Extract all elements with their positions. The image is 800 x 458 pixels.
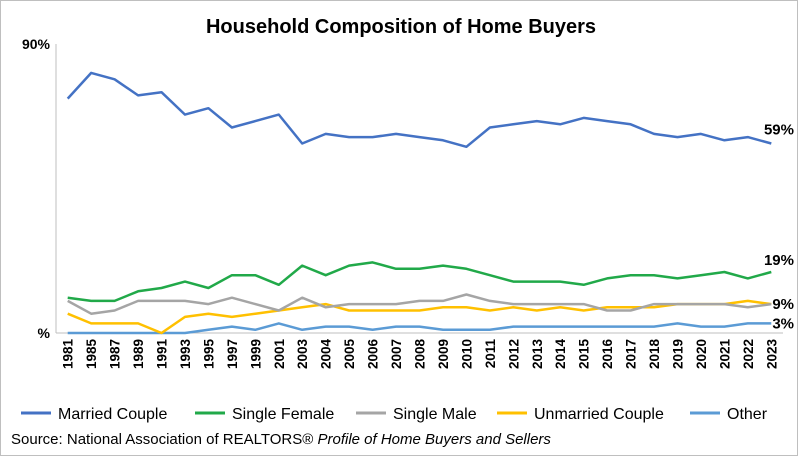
legend-label-married-couple: Married Couple <box>58 406 167 423</box>
data-label-single-female: 19% <box>764 252 794 269</box>
x-tick-label: 2008 <box>413 339 428 370</box>
y-tick-label-top: 90% <box>22 36 51 52</box>
x-tick-label: 2007 <box>389 339 404 369</box>
source-title: Profile of Home Buyers and Sellers <box>317 431 551 448</box>
x-tick-label: 1999 <box>248 339 263 369</box>
x-tick-label: 2010 <box>459 339 474 369</box>
x-tick-label: 1993 <box>178 339 193 370</box>
x-tick-label: 1991 <box>155 339 170 370</box>
x-tick-label: 1981 <box>61 339 76 370</box>
series-line-married-couple <box>66 71 772 149</box>
x-tick-label: 2018 <box>647 339 662 370</box>
x-tick-label: 2019 <box>671 339 686 369</box>
x-tick-label: 2009 <box>436 339 451 369</box>
x-tick-label: 2011 <box>483 339 498 369</box>
x-tick-label: 2015 <box>577 339 592 370</box>
x-tick-labels: 1981 1985 1987 1989 1991 1993 1995 1997 1999 2001… <box>61 339 780 370</box>
data-label-unmarried-couple: 9% <box>772 296 794 313</box>
source-note: Source: National Association of REALTORS… <box>11 431 551 448</box>
data-label-married-couple: 59% <box>764 122 794 139</box>
x-tick-label: 2020 <box>694 339 709 369</box>
x-tick-label: 2023 <box>764 339 779 370</box>
x-tick-label: 2012 <box>506 339 521 369</box>
x-tick-label: 2014 <box>553 339 568 370</box>
legend-label-single-male: Single Male <box>393 406 477 423</box>
x-tick-label: 2001 <box>272 339 287 370</box>
legend: Married Couple Single Female Single Male Un… <box>21 406 768 423</box>
x-tick-label: 2022 <box>741 339 756 369</box>
data-labels: 59% 19% 9% 3% <box>764 122 794 333</box>
x-tick-label: 1989 <box>131 339 146 369</box>
x-tick-label: 2003 <box>295 339 310 370</box>
x-tick-label: 2006 <box>366 339 381 370</box>
series-line-single-male <box>67 293 772 315</box>
y-tick-label-bottom: % <box>38 325 51 341</box>
data-label-other: 3% <box>772 315 794 332</box>
x-tick-label: 2004 <box>319 339 334 370</box>
series-line-other <box>67 322 772 335</box>
legend-label-single-female: Single Female <box>232 406 334 423</box>
legend-label-unmarried-couple: Unmarried Couple <box>534 406 664 423</box>
x-tick-label: 2017 <box>624 339 639 369</box>
legend-label-other: Other <box>727 406 768 423</box>
x-tick-label: 1985 <box>84 339 99 370</box>
x-tick-label: 1995 <box>201 339 216 370</box>
x-tick-label: 1997 <box>225 339 240 369</box>
series-line-single-female <box>67 261 772 303</box>
x-tick-label: 1987 <box>108 339 123 369</box>
x-tick-label: 2016 <box>600 339 615 370</box>
x-tick-label: 2013 <box>530 339 545 370</box>
chart-title: Household Composition of Home Buyers <box>206 16 596 38</box>
source-prefix: Source: National Association of REALTORS… <box>11 431 318 448</box>
x-tick-label: 2005 <box>342 339 357 370</box>
series-layer <box>66 71 772 335</box>
x-tick-label: 2021 <box>717 339 732 370</box>
series-line-unmarried-couple <box>67 299 772 335</box>
